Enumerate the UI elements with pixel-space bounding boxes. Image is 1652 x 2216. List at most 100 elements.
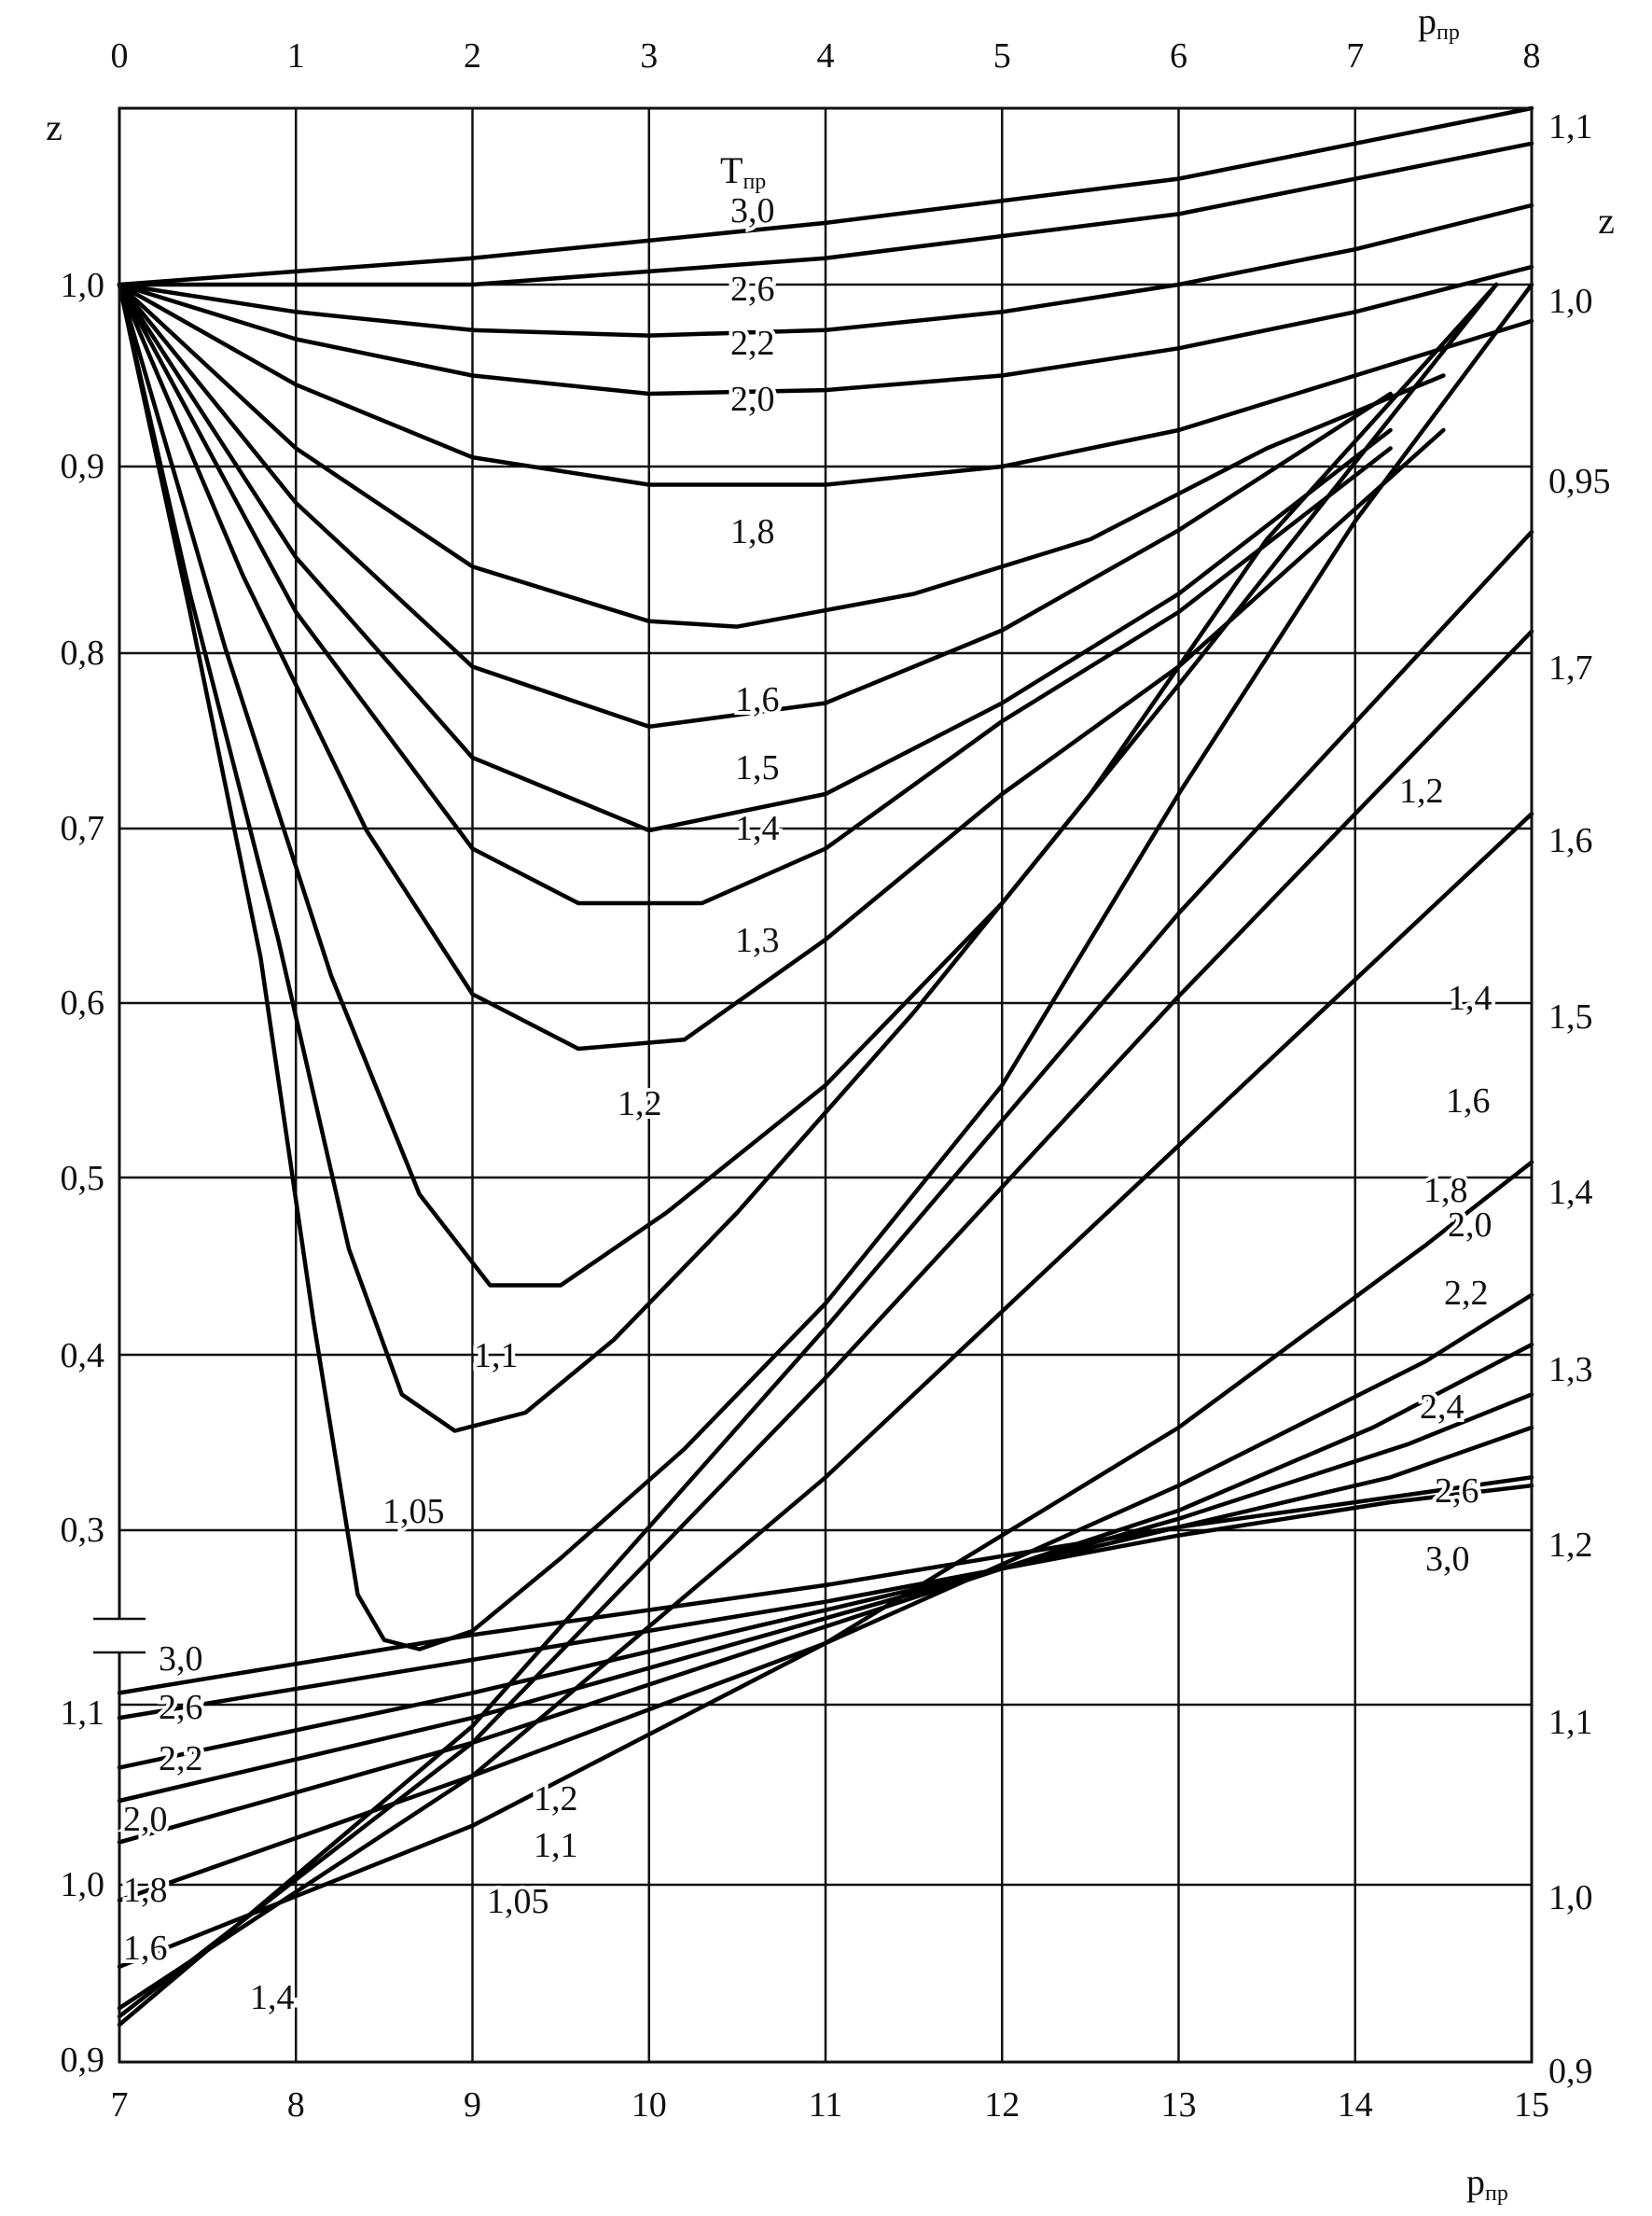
upper-right-axis-tick-label: 1,0 — [1548, 282, 1593, 321]
curve-label: 1,8 — [123, 1871, 168, 1910]
plot-border — [118, 106, 1534, 2064]
lower-curve-6 — [117, 1160, 1534, 1970]
upper-curve-5 — [117, 282, 1446, 629]
upper-left-axis-tick-label: 0,9 — [61, 447, 105, 486]
lower-curve-0 — [117, 1475, 1534, 1695]
upper-left-axis-tick-label: 0,3 — [61, 1511, 105, 1550]
upper-curve-11 — [117, 282, 1499, 1433]
curve-label: 3,0 — [730, 191, 775, 230]
upper-left-axis-tick-label: 1,0 — [61, 266, 105, 305]
upper-curve-3 — [117, 264, 1534, 397]
bottom-axis-tick-label: 12 — [984, 2085, 1020, 2125]
bottom-axis-tick-label: 15 — [1514, 2085, 1549, 2125]
bottom-axis-tick-label: 13 — [1161, 2085, 1197, 2125]
curve-label: 2,4 — [1420, 1387, 1465, 1427]
bottom-axis-tick-label: 9 — [464, 2085, 481, 2125]
curve-label: 1,6 — [735, 680, 780, 719]
curve-label: 1,6 — [1446, 1081, 1491, 1121]
lower-right-axis-tick-label: 1,5 — [1548, 997, 1593, 1037]
lower-right-axis-tick-label: 1,4 — [1548, 1173, 1593, 1212]
curve-label: 3,0 — [159, 1639, 203, 1679]
top-axis-tick-label: 3 — [640, 36, 658, 76]
curve-label: 1,8 — [1423, 1171, 1468, 1210]
top-axis-tick-label: 6 — [1170, 36, 1187, 76]
upper-curve-9 — [117, 282, 1446, 1052]
upper-right-axis-tick-label: 1,1 — [1548, 107, 1593, 146]
top-axis-name-subscript: пр — [1437, 21, 1460, 45]
curve-label: 2,0 — [123, 1800, 168, 1839]
bottom-axis-name-subscript: пр — [1485, 2181, 1508, 2206]
curve-label: 1,2 — [534, 1779, 578, 1819]
curve-label: 2,2 — [730, 324, 775, 363]
top-axis-tick-label: 5 — [993, 36, 1011, 76]
curve-label: 1,3 — [735, 921, 780, 960]
bottom-axis-name: pпр — [1466, 2161, 1508, 2206]
lower-curve-8 — [117, 629, 1534, 2019]
curve-label: 2,2 — [1444, 1274, 1489, 1313]
curve-label: 1,1 — [534, 1826, 578, 1865]
curve-label: 1,6 — [123, 1929, 168, 1968]
top-axis-name: pпр — [1418, 0, 1460, 45]
lower-right-axis-tick-label: 1,3 — [1548, 1350, 1593, 1389]
curve-label: 1,5 — [735, 748, 780, 787]
lower-right-axis-tick-label: 1,0 — [1548, 1878, 1593, 1917]
top-axis-tick-label: 1 — [287, 36, 305, 76]
bottom-axis-tick-label: 8 — [287, 2085, 305, 2125]
upper-curve-7 — [117, 282, 1393, 833]
lower-right-axis-tick-label: 1,6 — [1548, 821, 1593, 860]
upper-right-axis-tick-label: 0,95 — [1548, 462, 1611, 501]
lower-right-axis-tick-label: 1,2 — [1548, 1526, 1593, 1565]
curve-label: 1,05 — [487, 1882, 549, 1921]
bottom-axis-tick-label: 14 — [1338, 2085, 1373, 2125]
curve-labels: 3,02,62,22,01,81,61,51,41,31,21,11,051,2… — [119, 188, 1496, 2021]
upper-left-axis-tick-label: 0,8 — [61, 634, 105, 673]
bottom-axis-tick-label: 7 — [111, 2085, 129, 2125]
curve-label: 1,4 — [735, 809, 780, 848]
upper-left-axis-name: z — [46, 106, 62, 148]
axis-break-gap — [116, 1619, 127, 1652]
plot-frame — [93, 106, 1534, 2064]
lower-left-axis-tick-label: 1,0 — [61, 1865, 105, 1904]
curve-label: 2,6 — [1435, 1471, 1479, 1511]
parameter-name: Tпр — [720, 149, 766, 194]
upper-curve-1 — [117, 141, 1534, 287]
upper-right-axis-name: z — [1598, 200, 1615, 242]
upper-curve-4 — [117, 282, 1534, 487]
upper-left-axis-tick-label: 0,7 — [61, 809, 105, 848]
lower-left-axis-tick-label: 1,1 — [61, 1693, 105, 1733]
lower-right-axis-tick-label: 0,9 — [1548, 2052, 1593, 2091]
curve-label: 2,2 — [159, 1739, 203, 1778]
upper-curve-12 — [117, 282, 1534, 1652]
lower-right-axis-tick-label: 1,1 — [1548, 1703, 1593, 1742]
curve-label: 1,05 — [382, 1492, 445, 1531]
upper-curve-family — [117, 105, 1534, 1652]
tick-labels: 0 1 2 3 4 5 6 7 87 8 9 10 11 12 13 14 151,00,90,80,70,60… — [61, 36, 1611, 2125]
curve-label: 3,0 — [1425, 1540, 1470, 1579]
lower-curve-4 — [117, 1342, 1534, 1845]
upper-left-axis-tick-label: 0,4 — [61, 1336, 105, 1375]
parameter-name-subscript: пр — [743, 170, 766, 194]
lower-curve-5 — [117, 1292, 1534, 1902]
upper-curve-2 — [117, 202, 1534, 338]
lower-curve-7 — [117, 811, 1534, 2011]
top-axis-tick-label: 2 — [464, 36, 481, 76]
upper-left-axis-tick-label: 0,6 — [61, 983, 105, 1023]
lower-right-axis-tick-label: 1,7 — [1548, 648, 1593, 688]
curve-label: 2,6 — [730, 270, 775, 309]
curve-label: 2,0 — [730, 380, 775, 419]
upper-left-axis-tick-label: 0,5 — [61, 1159, 105, 1198]
lower-left-axis-tick-label: 0,9 — [61, 2041, 105, 2080]
curve-label: 1,4 — [1448, 979, 1492, 1018]
curve-label: 1,2 — [1399, 772, 1444, 811]
upper-curve-8 — [117, 282, 1393, 906]
curve-label: 2,0 — [1448, 1206, 1492, 1245]
curve-label: 1,4 — [250, 1978, 295, 2017]
top-axis-tick-label: 8 — [1523, 36, 1541, 76]
upper-curve-6 — [117, 282, 1393, 730]
curve-label: 2,6 — [159, 1688, 203, 1727]
curve-label: 1,1 — [474, 1336, 519, 1375]
top-axis-tick-label: 0 — [111, 36, 129, 76]
upper-curve-0 — [117, 105, 1534, 287]
curve-label: 1,2 — [618, 1084, 662, 1123]
